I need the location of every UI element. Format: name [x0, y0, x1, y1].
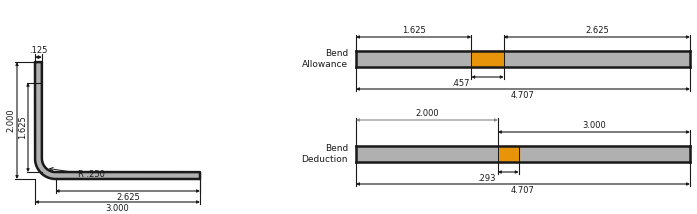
Text: 2.625: 2.625 — [585, 26, 608, 35]
Bar — [498, 146, 519, 162]
Text: 1.625: 1.625 — [401, 26, 426, 35]
Text: 3.000: 3.000 — [106, 204, 130, 213]
Text: R .250: R .250 — [49, 168, 105, 179]
Polygon shape — [35, 62, 200, 179]
Text: 1.625: 1.625 — [18, 116, 27, 139]
Text: 4.707: 4.707 — [511, 186, 535, 195]
Bar — [471, 51, 504, 67]
Bar — [356, 146, 690, 162]
Text: Bend
Allowance: Bend Allowance — [302, 49, 348, 69]
Text: .457: .457 — [451, 79, 469, 88]
Text: .125: .125 — [29, 46, 47, 55]
Text: 2.625: 2.625 — [116, 193, 139, 202]
Text: 2.000: 2.000 — [6, 109, 15, 132]
Bar — [356, 51, 690, 67]
Text: .293: .293 — [477, 174, 496, 183]
Text: Bend
Deduction: Bend Deduction — [302, 144, 348, 164]
Text: 4.707: 4.707 — [511, 91, 535, 100]
Text: 2.000: 2.000 — [415, 109, 439, 118]
Text: 3.000: 3.000 — [582, 121, 606, 130]
